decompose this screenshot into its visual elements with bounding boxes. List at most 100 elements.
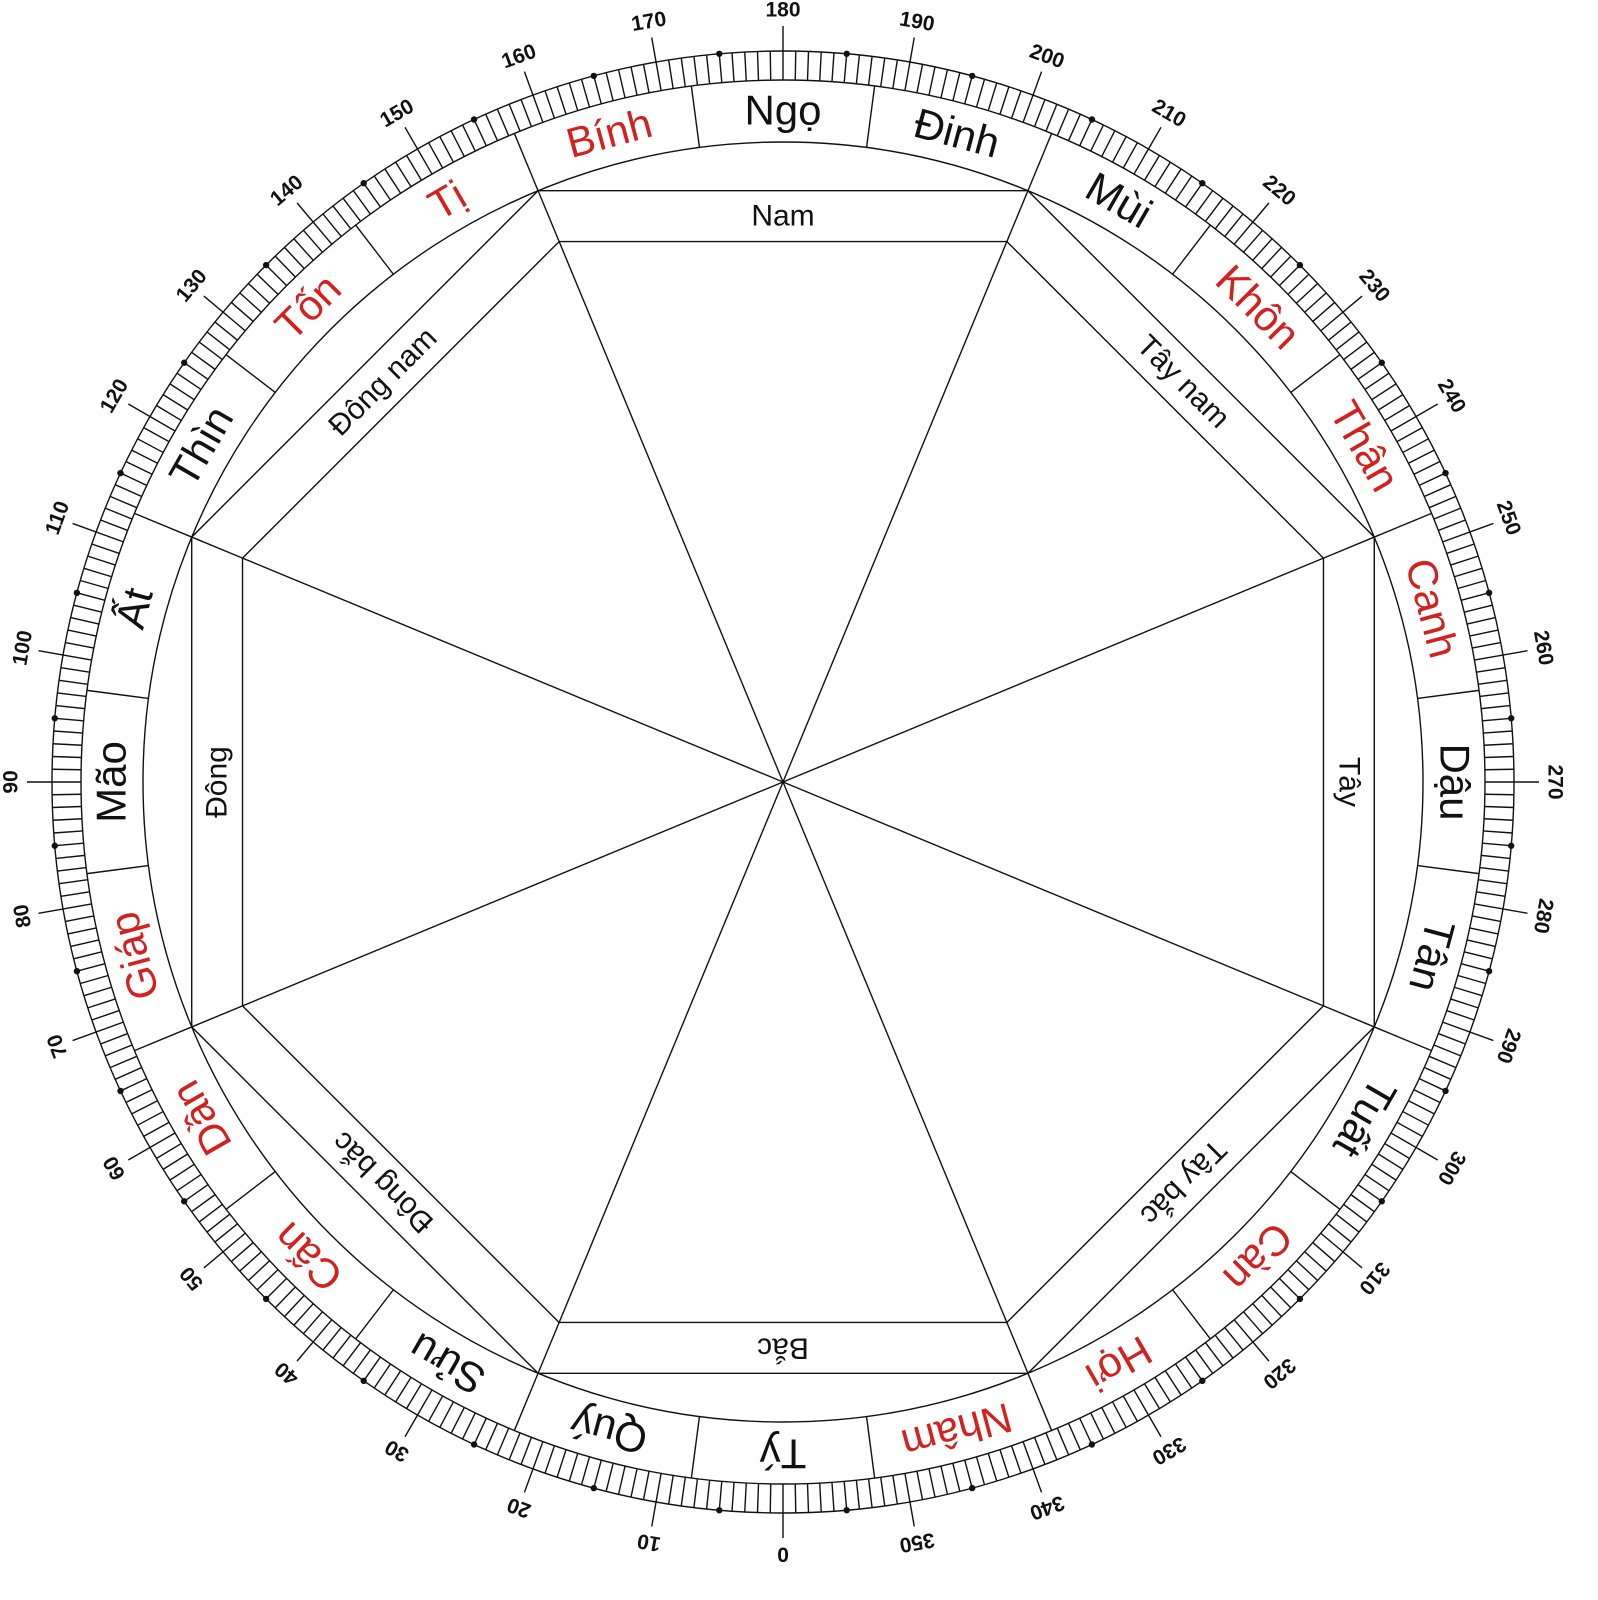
degree-tick bbox=[1328, 1223, 1352, 1243]
degree-tick bbox=[342, 1342, 362, 1367]
degree-tick bbox=[1377, 394, 1404, 411]
degree-tick-major bbox=[296, 1319, 333, 1362]
degree-tick bbox=[137, 438, 164, 454]
mountain-label: Tuất bbox=[1324, 1071, 1406, 1166]
degree-tick bbox=[55, 704, 85, 710]
degree-dot bbox=[262, 261, 270, 269]
degree-tick bbox=[1357, 1184, 1383, 1202]
degree-tick-major bbox=[127, 403, 176, 432]
mountain-boundary bbox=[1290, 1171, 1341, 1210]
degree-dot bbox=[73, 589, 81, 597]
degree-dot bbox=[843, 50, 850, 57]
degree-tick bbox=[1328, 321, 1352, 341]
mountain-boundary bbox=[1374, 512, 1432, 538]
degree-label: 150 bbox=[376, 95, 418, 132]
octagon-corner-line bbox=[537, 190, 560, 242]
degree-tick bbox=[427, 1395, 444, 1422]
degree-tick bbox=[1476, 666, 1506, 673]
degree-tick bbox=[1278, 1277, 1301, 1300]
degree-tick bbox=[83, 986, 112, 997]
degree-tick-major bbox=[1022, 1441, 1043, 1493]
degree-tick bbox=[332, 1334, 352, 1359]
degree-tick bbox=[1335, 1213, 1360, 1233]
degree-tick bbox=[104, 1044, 133, 1057]
mountain-boundary bbox=[1290, 354, 1341, 393]
degree-tick bbox=[1243, 1311, 1264, 1335]
degree-tick bbox=[593, 1459, 602, 1489]
degree-tick bbox=[1482, 717, 1512, 722]
degree-dot bbox=[1485, 967, 1493, 975]
degree-label: 240 bbox=[1433, 375, 1470, 417]
degree-tick bbox=[183, 362, 209, 380]
degree-tick-major bbox=[1233, 202, 1270, 245]
degree-label: 290 bbox=[1492, 1026, 1526, 1067]
degree-tick-major bbox=[127, 1132, 176, 1161]
octagon-corner-line bbox=[1006, 190, 1029, 242]
degree-tick bbox=[867, 56, 873, 86]
degree-label: 20 bbox=[504, 1493, 534, 1523]
mountain-boundary bbox=[355, 224, 394, 275]
direction-label: Tây nam bbox=[1130, 329, 1236, 435]
degree-tick bbox=[352, 190, 371, 215]
degree-label: 190 bbox=[898, 7, 937, 36]
degree-tick bbox=[125, 1089, 153, 1104]
degree-label: 280 bbox=[1529, 897, 1558, 936]
degree-dot bbox=[180, 1198, 188, 1205]
degree-label: 210 bbox=[1148, 95, 1190, 132]
degree-tick bbox=[1371, 1163, 1397, 1181]
degree-tick bbox=[169, 1163, 195, 1181]
degree-tick bbox=[65, 915, 95, 923]
degree-tick bbox=[405, 1383, 423, 1409]
degree-dot bbox=[590, 1484, 598, 1492]
degree-dot bbox=[51, 842, 58, 849]
degree-tick bbox=[556, 86, 567, 115]
degree-tick bbox=[1174, 1363, 1193, 1389]
mountain-boundary bbox=[1027, 133, 1053, 191]
degree-label: 180 bbox=[765, 0, 800, 22]
degree-tick bbox=[1295, 282, 1319, 304]
degree-tick bbox=[293, 238, 314, 261]
degree-tick bbox=[461, 124, 476, 152]
degree-label: 270 bbox=[1544, 764, 1567, 799]
degree-dot bbox=[716, 1507, 723, 1514]
degree-tick bbox=[1243, 229, 1264, 253]
degree-tick bbox=[693, 1478, 699, 1508]
degree-tick bbox=[794, 51, 797, 81]
degree-tick bbox=[57, 692, 87, 698]
degree-tick bbox=[283, 1294, 305, 1318]
mountain-label: Tị bbox=[420, 171, 474, 229]
degree-tick bbox=[693, 56, 699, 86]
degree-dot bbox=[968, 72, 976, 80]
degree-tick bbox=[363, 182, 381, 208]
degree-tick bbox=[843, 53, 848, 83]
degree-label: 260 bbox=[1529, 629, 1558, 668]
degree-tick bbox=[373, 1363, 392, 1389]
degree-tick bbox=[1479, 866, 1509, 872]
mountain-label: Ngọ bbox=[744, 87, 821, 134]
mountain-boundary bbox=[86, 689, 149, 700]
degree-tick bbox=[239, 1251, 262, 1272]
degree-label: 310 bbox=[1354, 1257, 1394, 1299]
degree-tick-major bbox=[904, 37, 915, 91]
center-spoke bbox=[782, 781, 1008, 1323]
degree-tick bbox=[52, 755, 82, 759]
degree-tick bbox=[952, 1462, 961, 1492]
center-spoke bbox=[782, 241, 1008, 783]
degree-tick bbox=[230, 1242, 254, 1263]
degree-tick bbox=[363, 1356, 381, 1382]
degree-label: 90 bbox=[0, 770, 23, 793]
degree-tick bbox=[744, 51, 747, 81]
degree-tick bbox=[1424, 1066, 1452, 1080]
degree-tick bbox=[52, 805, 82, 809]
degree-tick bbox=[568, 1453, 579, 1482]
mountain-boundary bbox=[1027, 1373, 1053, 1431]
degree-tick bbox=[67, 629, 97, 637]
degree-tick bbox=[80, 974, 109, 985]
degree-tick bbox=[427, 142, 444, 169]
degree-tick bbox=[1164, 168, 1182, 194]
degree-tick bbox=[1438, 519, 1466, 532]
degree-tick bbox=[1214, 205, 1234, 230]
degree-tick bbox=[1067, 1423, 1081, 1451]
degree-tick bbox=[520, 1437, 533, 1465]
degree-tick bbox=[1304, 1251, 1327, 1272]
